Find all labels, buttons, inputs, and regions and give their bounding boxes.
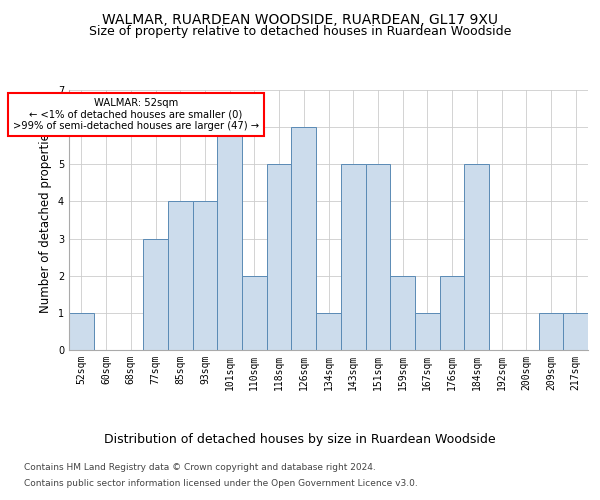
Bar <box>193 202 217 350</box>
Text: WALMAR, RUARDEAN WOODSIDE, RUARDEAN, GL17 9XU: WALMAR, RUARDEAN WOODSIDE, RUARDEAN, GL1… <box>102 12 498 26</box>
Text: Contains public sector information licensed under the Open Government Licence v3: Contains public sector information licen… <box>24 478 418 488</box>
Bar <box>341 164 365 350</box>
Bar <box>316 313 341 350</box>
Bar <box>365 164 390 350</box>
Text: Distribution of detached houses by size in Ruardean Woodside: Distribution of detached houses by size … <box>104 432 496 446</box>
Text: WALMAR: 52sqm
← <1% of detached houses are smaller (0)
>99% of semi-detached hou: WALMAR: 52sqm ← <1% of detached houses a… <box>13 98 259 132</box>
Bar <box>563 313 588 350</box>
Bar <box>539 313 563 350</box>
Bar <box>440 276 464 350</box>
Bar <box>390 276 415 350</box>
Bar <box>292 127 316 350</box>
Y-axis label: Number of detached properties: Number of detached properties <box>40 127 52 313</box>
Bar <box>143 238 168 350</box>
Bar <box>217 127 242 350</box>
Bar <box>267 164 292 350</box>
Bar <box>69 313 94 350</box>
Bar <box>464 164 489 350</box>
Text: Size of property relative to detached houses in Ruardean Woodside: Size of property relative to detached ho… <box>89 25 511 38</box>
Bar <box>242 276 267 350</box>
Bar <box>415 313 440 350</box>
Text: Contains HM Land Registry data © Crown copyright and database right 2024.: Contains HM Land Registry data © Crown c… <box>24 464 376 472</box>
Bar <box>168 202 193 350</box>
